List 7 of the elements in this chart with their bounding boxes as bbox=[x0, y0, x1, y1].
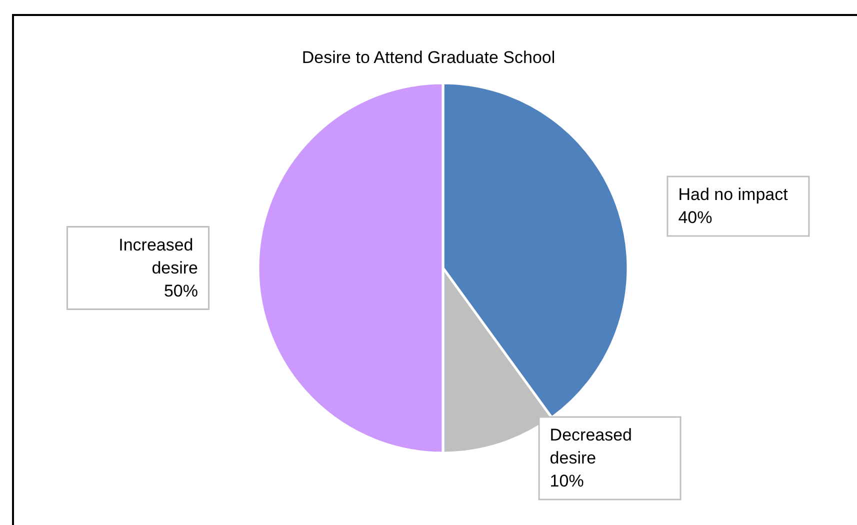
slice-label: Decreased desire bbox=[550, 426, 637, 468]
slice-label: Had no impact bbox=[678, 185, 788, 204]
data-label: 10% bbox=[550, 472, 584, 491]
data-label: 50% bbox=[164, 282, 198, 300]
chart-title: Desire to Attend Graduate School bbox=[302, 48, 556, 67]
slice-label: Increased desire bbox=[118, 236, 198, 278]
data-label: 40% bbox=[678, 208, 712, 228]
